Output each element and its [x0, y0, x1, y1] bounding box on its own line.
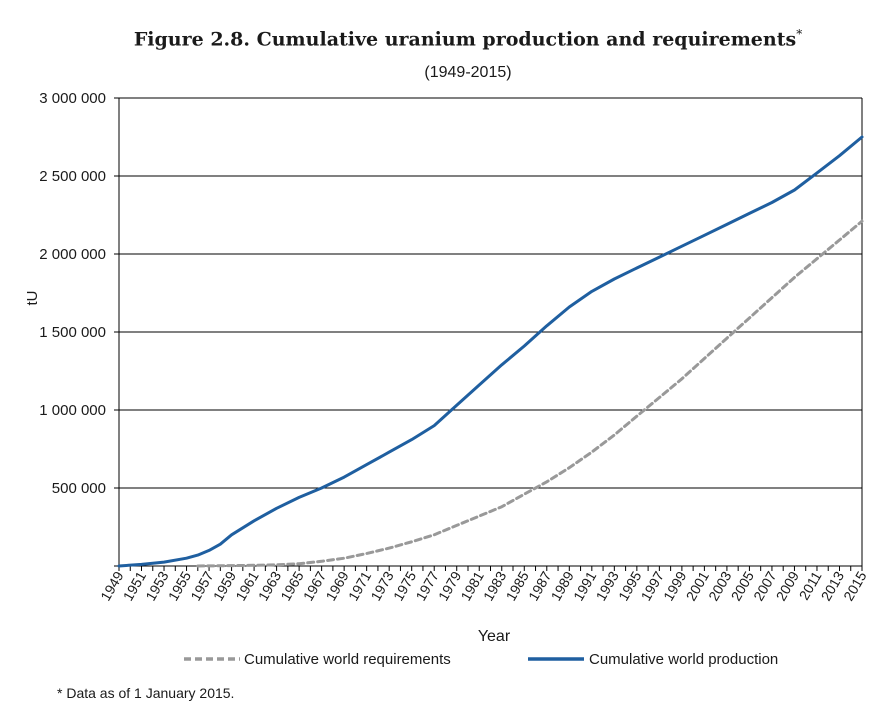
x-tick-label: 1955 — [165, 568, 195, 603]
chart-subtitle: (1949-2015) — [424, 64, 512, 81]
y-tick-label: 2 000 000 — [39, 246, 106, 263]
x-tick-label: 1991 — [570, 568, 600, 603]
x-tick-label: 1959 — [210, 568, 240, 603]
x-tick-label: 2015 — [840, 568, 870, 603]
x-tick-label: 1985 — [502, 568, 532, 603]
y-tick-label: 3 000 000 — [39, 90, 106, 107]
x-tick-label: 2003 — [705, 568, 735, 603]
x-tick-label: 2005 — [728, 568, 758, 603]
y-tick-label: 500 000 — [52, 480, 106, 497]
y-tick-label: 2 500 000 — [39, 168, 106, 185]
x-tick-label: 1989 — [547, 568, 577, 603]
chart-title-marker: * — [796, 27, 803, 41]
legend-label-requirements: Cumulative world requirements — [244, 651, 451, 668]
x-tick-label: 1979 — [435, 568, 465, 603]
x-tick-label: 1961 — [232, 568, 262, 603]
chart-title: Figure 2.8. Cumulative uranium productio… — [0, 27, 886, 50]
x-tick-label: 1975 — [390, 568, 420, 603]
x-tick-label: 2007 — [750, 568, 780, 603]
y-tick-label: 1 500 000 — [39, 324, 106, 341]
y-tick-label: 1 000 000 — [39, 402, 106, 419]
x-tick-label: 1987 — [525, 568, 555, 603]
x-tick-label: 1963 — [255, 568, 285, 603]
x-axis-ticks: 1949195119531955195719591961196319651967… — [97, 566, 870, 603]
series-line-requirements — [196, 219, 864, 568]
x-tick-label: 1983 — [480, 568, 510, 603]
x-tick-label: 1965 — [277, 568, 307, 603]
footnote: * Data as of 1 January 2015. — [57, 685, 235, 701]
series-line-production — [117, 135, 864, 568]
x-tick-label: 1969 — [322, 568, 352, 603]
x-tick-label: 1995 — [615, 568, 645, 603]
x-tick-label: 2009 — [773, 568, 803, 603]
x-tick-label: 1971 — [345, 568, 375, 603]
x-tick-label: 1993 — [592, 568, 622, 603]
chart-title-text: Figure 2.8. Cumulative uranium productio… — [133, 28, 797, 51]
y-axis-label: tU — [24, 291, 41, 306]
series-lines — [117, 135, 864, 568]
x-tick-label: 1953 — [142, 568, 172, 603]
legend: Cumulative world requirements Cumulative… — [184, 651, 778, 668]
x-tick-label: 1967 — [300, 568, 330, 603]
x-tick-label: 1949 — [97, 568, 127, 603]
x-tick-label: 1997 — [638, 568, 668, 603]
x-tick-label: 2013 — [818, 568, 848, 603]
x-tick-label: 1973 — [367, 568, 397, 603]
x-tick-label: 1981 — [457, 568, 487, 603]
legend-label-production: Cumulative world production — [589, 651, 778, 668]
x-tick-label: 1951 — [120, 568, 150, 603]
y-axis-ticks: 500 000 1 000 000 1 500 000 2 000 000 2 500 … — [39, 90, 119, 567]
x-axis-label: Year — [478, 628, 511, 645]
x-tick-label: 1957 — [187, 568, 217, 603]
x-tick-label: 1999 — [660, 568, 690, 603]
x-tick-label: 1977 — [412, 568, 442, 603]
x-tick-label: 2001 — [683, 568, 713, 603]
grid-lines — [118, 97, 863, 567]
